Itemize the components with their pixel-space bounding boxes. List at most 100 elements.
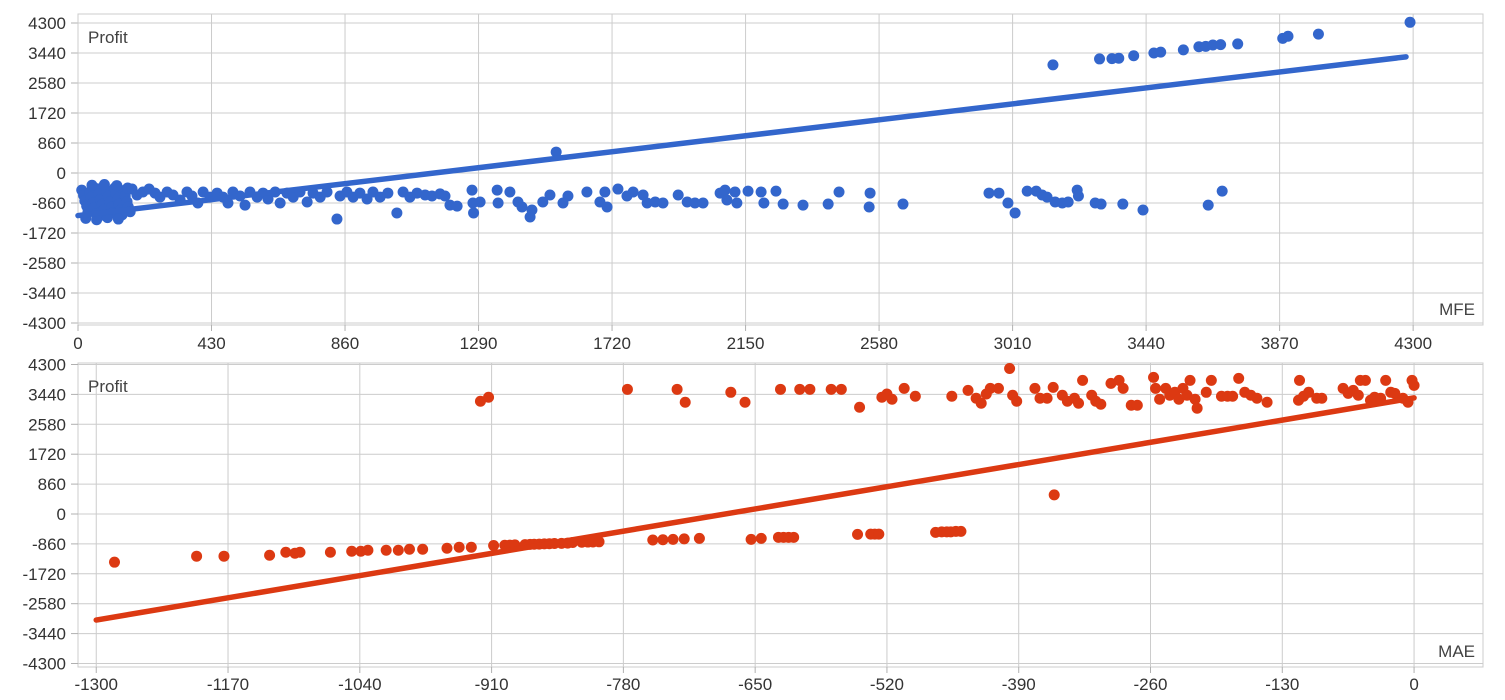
data-point — [264, 549, 276, 561]
data-point — [742, 185, 754, 197]
data-point — [697, 197, 709, 209]
data-point — [86, 179, 98, 191]
data-point — [1352, 389, 1364, 401]
data-point — [362, 544, 374, 556]
data-point — [324, 546, 336, 558]
data-point — [239, 199, 251, 211]
x-axis-tick-label: 0 — [1409, 675, 1418, 694]
data-point — [1041, 392, 1053, 404]
x-axis-tick-label: -260 — [1133, 675, 1167, 694]
x-axis-tick-label: 3440 — [1127, 334, 1165, 353]
data-point — [804, 383, 816, 395]
mae-chart: 4300 3440 2580 1720 860 0 -860 -1720 -2580 -3440 -… — [23, 355, 1484, 694]
data-point — [1216, 185, 1228, 197]
plot-area — [77, 13, 1484, 326]
data-point — [1251, 392, 1263, 404]
y-axis-tick-label: 4300 — [28, 355, 66, 374]
x-axis-tick-label: 860 — [331, 334, 359, 353]
data-point — [380, 544, 392, 556]
data-point — [1021, 185, 1033, 197]
data-point — [1205, 374, 1217, 386]
data-point — [593, 536, 605, 548]
data-point — [898, 382, 910, 394]
data-point — [983, 187, 995, 199]
x-axis-tick-label: -1170 — [207, 675, 249, 694]
data-point — [755, 186, 767, 198]
data-point — [1303, 386, 1315, 398]
data-point — [537, 196, 549, 208]
plot-area — [77, 362, 1484, 668]
data-point — [483, 391, 495, 403]
y-axis-tick-label: 0 — [57, 505, 66, 524]
y-axis-tick-label: 3440 — [28, 44, 66, 63]
data-point — [797, 199, 809, 211]
x-axis-tick-label: 2580 — [860, 334, 898, 353]
data-point — [562, 190, 574, 202]
data-point — [777, 198, 789, 210]
data-point — [1184, 374, 1196, 386]
data-point — [729, 186, 741, 198]
data-point — [1095, 198, 1107, 210]
data-point — [1227, 390, 1239, 402]
data-point — [516, 201, 528, 213]
x-axis-tick-label: 0 — [73, 334, 82, 353]
data-point — [465, 541, 477, 553]
data-point — [1002, 197, 1014, 209]
data-point — [992, 382, 1004, 394]
data-point — [689, 197, 701, 209]
data-point — [1312, 28, 1324, 40]
data-point — [331, 213, 343, 225]
data-point — [721, 194, 733, 206]
data-point — [946, 390, 958, 402]
data-point — [863, 201, 875, 213]
x-axis-tick-label: -1040 — [338, 675, 381, 694]
data-point — [678, 533, 690, 545]
data-point — [1062, 196, 1074, 208]
data-point — [719, 184, 731, 196]
y-axis-tick-label: -1720 — [23, 224, 66, 243]
data-point — [1047, 59, 1059, 71]
data-point — [755, 532, 767, 544]
y-axis-tick-label: 860 — [38, 134, 66, 153]
data-point — [474, 196, 486, 208]
data-point — [492, 197, 504, 209]
data-point — [822, 198, 834, 210]
data-point — [1073, 397, 1085, 409]
data-point — [466, 184, 478, 196]
x-axis-tick-label: -130 — [1265, 675, 1299, 694]
data-point — [403, 543, 415, 555]
data-point — [909, 390, 921, 402]
data-point — [504, 186, 516, 198]
mfe-scatter-points — [76, 16, 1416, 226]
data-point — [417, 543, 429, 555]
data-point — [984, 382, 996, 394]
data-point — [1131, 399, 1143, 411]
data-point — [993, 187, 1005, 199]
data-point — [1041, 191, 1053, 203]
data-point — [1359, 374, 1371, 386]
data-point — [745, 533, 757, 545]
data-point — [191, 550, 203, 562]
data-point — [1189, 393, 1201, 405]
data-point — [1072, 190, 1084, 202]
data-point — [1232, 38, 1244, 50]
data-point — [1048, 489, 1060, 501]
data-point — [1009, 207, 1021, 219]
data-point — [770, 185, 782, 197]
data-point — [1408, 379, 1420, 391]
data-point — [392, 544, 404, 556]
data-point — [612, 183, 624, 195]
y-gridlines: 4300 3440 2580 1720 860 0 -860 -1720 -2580 -3440 -… — [23, 14, 1483, 333]
data-point — [657, 534, 669, 546]
data-point — [1113, 52, 1125, 64]
y-axis-tick-label: -860 — [32, 535, 66, 554]
data-point — [1282, 30, 1294, 42]
data-point — [91, 214, 103, 226]
y-axis-tick-label: -860 — [32, 194, 66, 213]
data-point — [864, 187, 876, 199]
data-point — [1077, 374, 1089, 386]
data-point — [491, 184, 503, 196]
data-point — [1029, 382, 1041, 394]
data-point — [955, 525, 967, 537]
data-point — [641, 197, 653, 209]
